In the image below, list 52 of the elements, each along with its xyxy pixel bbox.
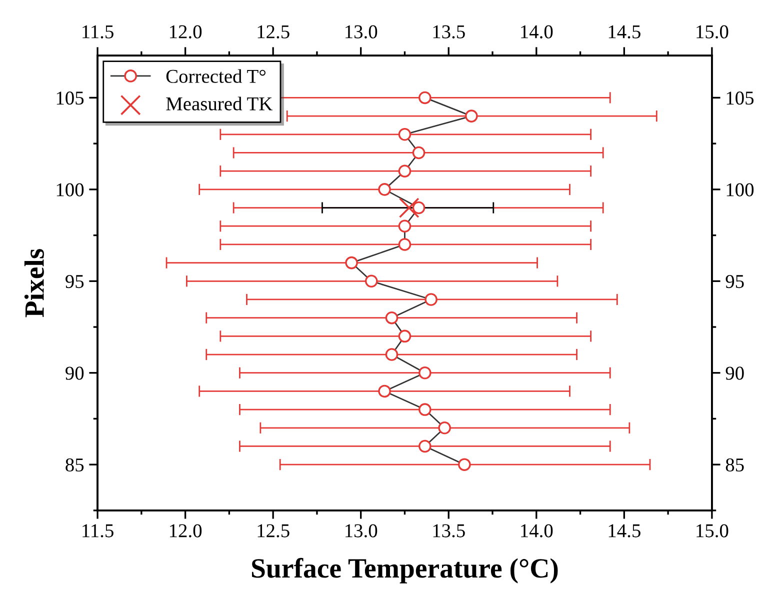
point xyxy=(412,146,426,160)
point xyxy=(438,422,451,434)
point xyxy=(398,220,412,233)
x2-tick-label: 13.0 xyxy=(346,25,378,38)
point xyxy=(418,91,432,104)
y-axis-title: Pixels xyxy=(24,248,44,318)
point xyxy=(385,348,398,361)
point xyxy=(364,274,378,288)
point xyxy=(398,128,412,141)
x-tick-label: 13.5 xyxy=(433,524,465,538)
y-tick-label: 95 xyxy=(66,275,84,288)
x-axis-title: Surface Temperature (°C) xyxy=(252,558,558,584)
y-tick-label: 90 xyxy=(66,366,84,380)
x2-tick-label: 14.5 xyxy=(608,25,640,38)
point xyxy=(378,183,391,196)
x2-tick-label: 14.0 xyxy=(521,25,553,38)
y2-tick-label: 95 xyxy=(726,275,744,288)
y2-tick-label: 85 xyxy=(726,458,744,472)
point xyxy=(398,198,420,218)
x-tick-label: 11.5 xyxy=(82,524,114,538)
point xyxy=(345,256,358,270)
point xyxy=(418,366,432,380)
y2-tick-label: 100 xyxy=(726,183,754,196)
x2-tick-label: 11.5 xyxy=(82,25,114,38)
y-tick-label: 100 xyxy=(56,183,84,196)
x-tick-label: 14.0 xyxy=(521,524,553,538)
point xyxy=(378,384,391,398)
x2-tick-label: 12.0 xyxy=(170,25,202,38)
y2-tick-label: 105 xyxy=(726,92,754,105)
point xyxy=(418,440,432,453)
x-tick-label: 12.0 xyxy=(170,524,202,538)
x2-tick-label: 15.0 xyxy=(696,25,728,38)
point xyxy=(465,110,478,122)
x-tick-label: 12.5 xyxy=(258,524,290,538)
point xyxy=(424,293,438,306)
point xyxy=(398,330,412,343)
point xyxy=(398,164,412,178)
x-tick-label: 15.0 xyxy=(696,524,728,538)
legend-label: Corrected T° xyxy=(166,69,266,83)
x2-tick-label: 13.5 xyxy=(433,25,465,38)
y-tick-label: 105 xyxy=(56,92,84,105)
legend-label: Measured TK xyxy=(166,96,272,110)
point xyxy=(418,403,432,416)
x-tick-label: 13.0 xyxy=(346,524,378,538)
x-tick-label: 14.5 xyxy=(608,524,640,538)
point xyxy=(458,458,471,471)
point xyxy=(385,311,398,324)
x2-tick-label: 12.5 xyxy=(258,25,290,38)
point xyxy=(398,238,412,251)
point xyxy=(412,201,426,214)
y-tick-label: 85 xyxy=(66,458,84,472)
y2-tick-label: 90 xyxy=(726,366,744,380)
